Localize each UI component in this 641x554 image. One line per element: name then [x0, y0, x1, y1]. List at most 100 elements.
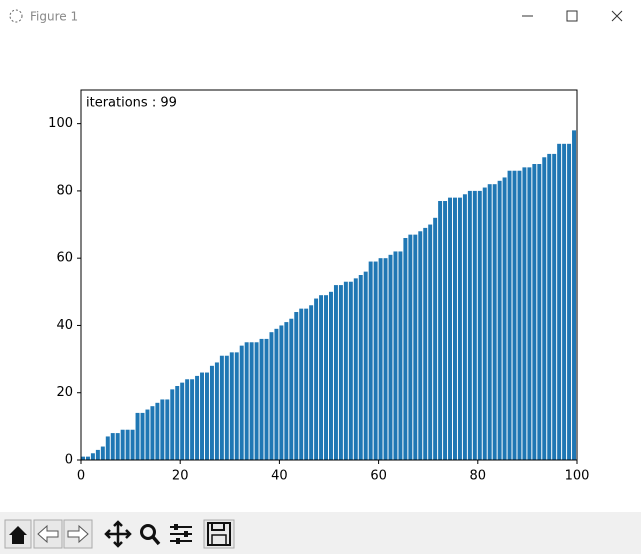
bar: [185, 379, 190, 460]
bar: [522, 167, 527, 460]
bar: [279, 325, 284, 460]
bar: [487, 184, 492, 460]
bar: [110, 433, 115, 460]
save-button[interactable]: [203, 519, 235, 549]
bar: [81, 456, 85, 460]
bar: [457, 197, 462, 461]
window-title: Figure 1: [30, 10, 78, 24]
bar: [507, 170, 512, 460]
bar: [135, 412, 140, 460]
x-tick-label: 60: [370, 469, 387, 484]
bar: [502, 177, 507, 461]
bar: [319, 295, 324, 460]
bar: [363, 271, 368, 460]
bar: [140, 412, 145, 460]
bar: [398, 251, 403, 460]
bar: [175, 386, 180, 460]
bar: [314, 298, 319, 460]
bar: [234, 352, 239, 460]
bar: [224, 355, 229, 460]
bar: [443, 201, 448, 460]
bar: [195, 375, 200, 460]
y-tick-label: 80: [56, 183, 73, 198]
x-tick-label: 40: [271, 469, 288, 484]
bar: [373, 261, 378, 460]
x-tick-label: 0: [77, 469, 85, 484]
bar: [249, 342, 254, 460]
annotation: iterations : 99: [86, 96, 177, 111]
bar: [472, 190, 477, 460]
y-tick-label: 20: [56, 385, 73, 400]
bar: [304, 308, 309, 460]
maximize-button[interactable]: [566, 10, 578, 22]
bar: [462, 194, 467, 461]
bar: [552, 153, 557, 460]
bar: [567, 143, 572, 460]
bar: [428, 224, 433, 460]
bar: [294, 312, 299, 460]
bar: [85, 456, 90, 460]
y-tick-label: 60: [56, 251, 73, 266]
bar: [547, 153, 552, 460]
bar: [433, 217, 438, 460]
bar: [497, 180, 502, 460]
bar: [477, 190, 482, 460]
bar: [299, 308, 304, 460]
bar: [125, 429, 130, 460]
bar: [448, 197, 453, 461]
bar: [572, 130, 577, 460]
bar: [418, 231, 423, 460]
bar: [209, 365, 214, 460]
bar: [348, 281, 353, 460]
x-tick-label: 100: [565, 469, 590, 484]
bar: [264, 338, 269, 460]
bar: [150, 406, 155, 460]
close-button[interactable]: [611, 10, 623, 22]
bar: [353, 278, 358, 460]
bar: [180, 382, 185, 460]
bar: [244, 342, 249, 460]
bar: [393, 251, 398, 460]
bar: [160, 399, 165, 460]
y-tick-label: 100: [48, 116, 73, 131]
zoom-button[interactable]: [140, 524, 161, 546]
y-tick-label: 0: [65, 453, 73, 468]
bar: [229, 352, 234, 460]
bar: [100, 446, 105, 460]
bar: [214, 362, 219, 460]
toolbar: [0, 512, 641, 554]
pan-button[interactable]: [104, 520, 132, 548]
bar: [289, 318, 294, 460]
bar: [527, 167, 532, 460]
configure-button[interactable]: [170, 524, 192, 544]
bar: [403, 238, 408, 460]
bar: [408, 234, 413, 460]
bar: [512, 170, 517, 460]
bar: [269, 332, 274, 460]
bar: [200, 372, 205, 460]
bar: [338, 285, 343, 460]
bar: [482, 187, 487, 460]
forward-button[interactable]: [63, 519, 93, 549]
x-tick-label: 80: [470, 469, 487, 484]
y-tick-label: 40: [56, 318, 73, 333]
bar: [532, 164, 537, 460]
bar: [219, 355, 224, 460]
home-button[interactable]: [4, 519, 32, 549]
bar: [239, 345, 244, 460]
bar: [324, 295, 329, 460]
bar: [423, 227, 428, 460]
bar: [155, 402, 160, 460]
bar: [105, 436, 110, 460]
bar: [95, 449, 100, 460]
back-button[interactable]: [33, 519, 63, 549]
bar: [329, 291, 333, 460]
bar: [467, 190, 472, 460]
x-tick-label: 20: [172, 469, 189, 484]
bar: [438, 201, 443, 460]
bar: [358, 275, 363, 460]
bar: [284, 322, 289, 460]
bar: [130, 429, 135, 460]
bar: [378, 258, 383, 460]
